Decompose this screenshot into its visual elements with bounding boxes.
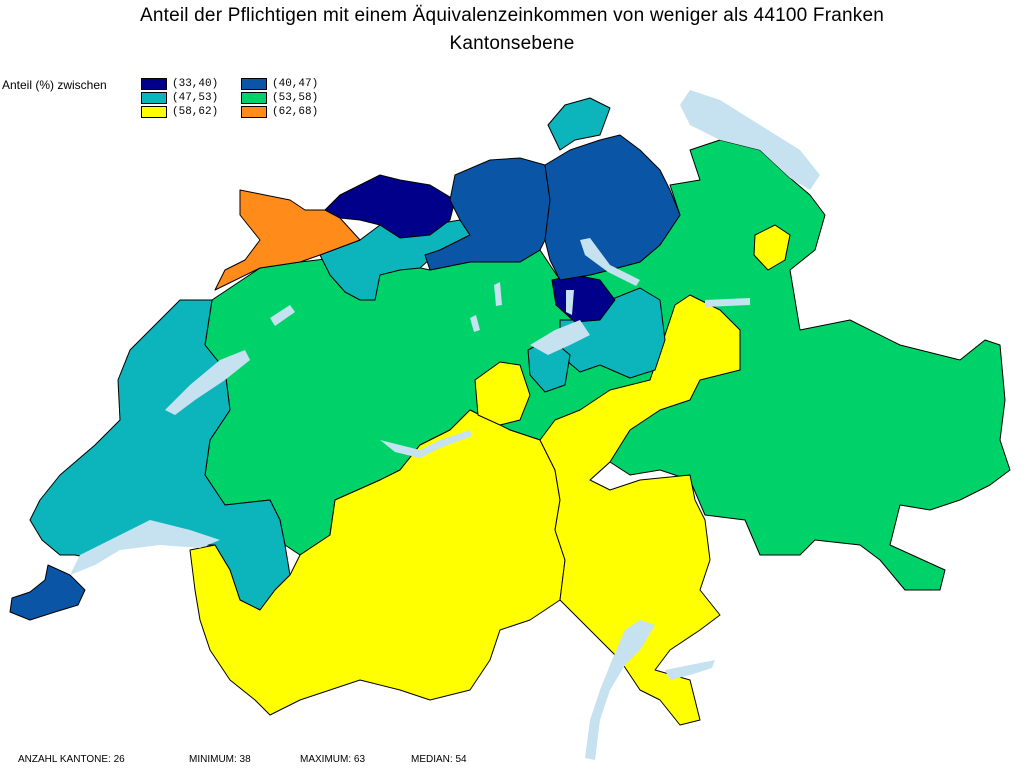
legend-swatch — [241, 92, 267, 104]
lake-lugano — [665, 660, 715, 680]
legend-item: (58,62) — [141, 105, 218, 119]
legend-range: (62,68) — [272, 106, 319, 118]
map-title: Anteil der Pflichtigen mit einem Äquival… — [139, 5, 885, 26]
legend-range: (53,58) — [272, 92, 319, 104]
lake-walensee — [705, 298, 750, 307]
legend-swatch — [141, 78, 167, 90]
region-aargau — [424, 157, 551, 271]
lake-zug — [566, 290, 574, 315]
legend-swatch — [141, 106, 167, 118]
legend-range: (47,53) — [172, 92, 219, 104]
legend-swatch — [241, 78, 267, 90]
region-obwalden — [474, 361, 531, 426]
stat-count: ANZAHL KANTONE: 26 — [18, 754, 125, 765]
lake-thun-brienz — [380, 430, 472, 458]
region-ticino — [539, 294, 741, 726]
lake-geneva — [70, 520, 220, 575]
lake-hallwil — [494, 282, 502, 306]
legend-item: (33,40) — [141, 77, 218, 91]
map-subtitle: Kantonsebene — [449, 33, 575, 54]
lake-maggiore — [585, 620, 655, 760]
stat-minimum: MINIMUM: 38 — [189, 754, 251, 765]
legend-swatch — [141, 92, 167, 104]
region-schaffhausen — [547, 97, 611, 151]
legend-swatch — [241, 106, 267, 118]
legend-range: (33,40) — [172, 78, 219, 90]
legend-label: Anteil (%) zwischen — [2, 78, 107, 92]
lake-constance — [680, 90, 820, 190]
lake-bienne — [270, 305, 295, 326]
legend-range: (58,62) — [172, 106, 219, 118]
lake-neuchatel — [165, 350, 250, 415]
lake-zurich — [580, 238, 640, 286]
legend-item: (62,68) — [241, 105, 318, 119]
legend-item: (40,47) — [241, 77, 318, 91]
legend-range: (40,47) — [272, 78, 319, 90]
stat-maximum: MAXIMUM: 63 — [300, 754, 366, 765]
legend-item: (53,58) — [241, 91, 318, 105]
legend-item: (47,53) — [141, 91, 218, 105]
region-zurich — [544, 134, 681, 281]
lake-lucerne — [530, 320, 590, 355]
lake-sempach — [470, 315, 480, 332]
region-basel-aargau-dark — [324, 174, 456, 239]
region-jura — [214, 189, 361, 291]
stat-median: MEDIAN: 54 — [411, 754, 467, 765]
region-geneva — [9, 564, 86, 621]
region-appenzell — [753, 224, 791, 271]
